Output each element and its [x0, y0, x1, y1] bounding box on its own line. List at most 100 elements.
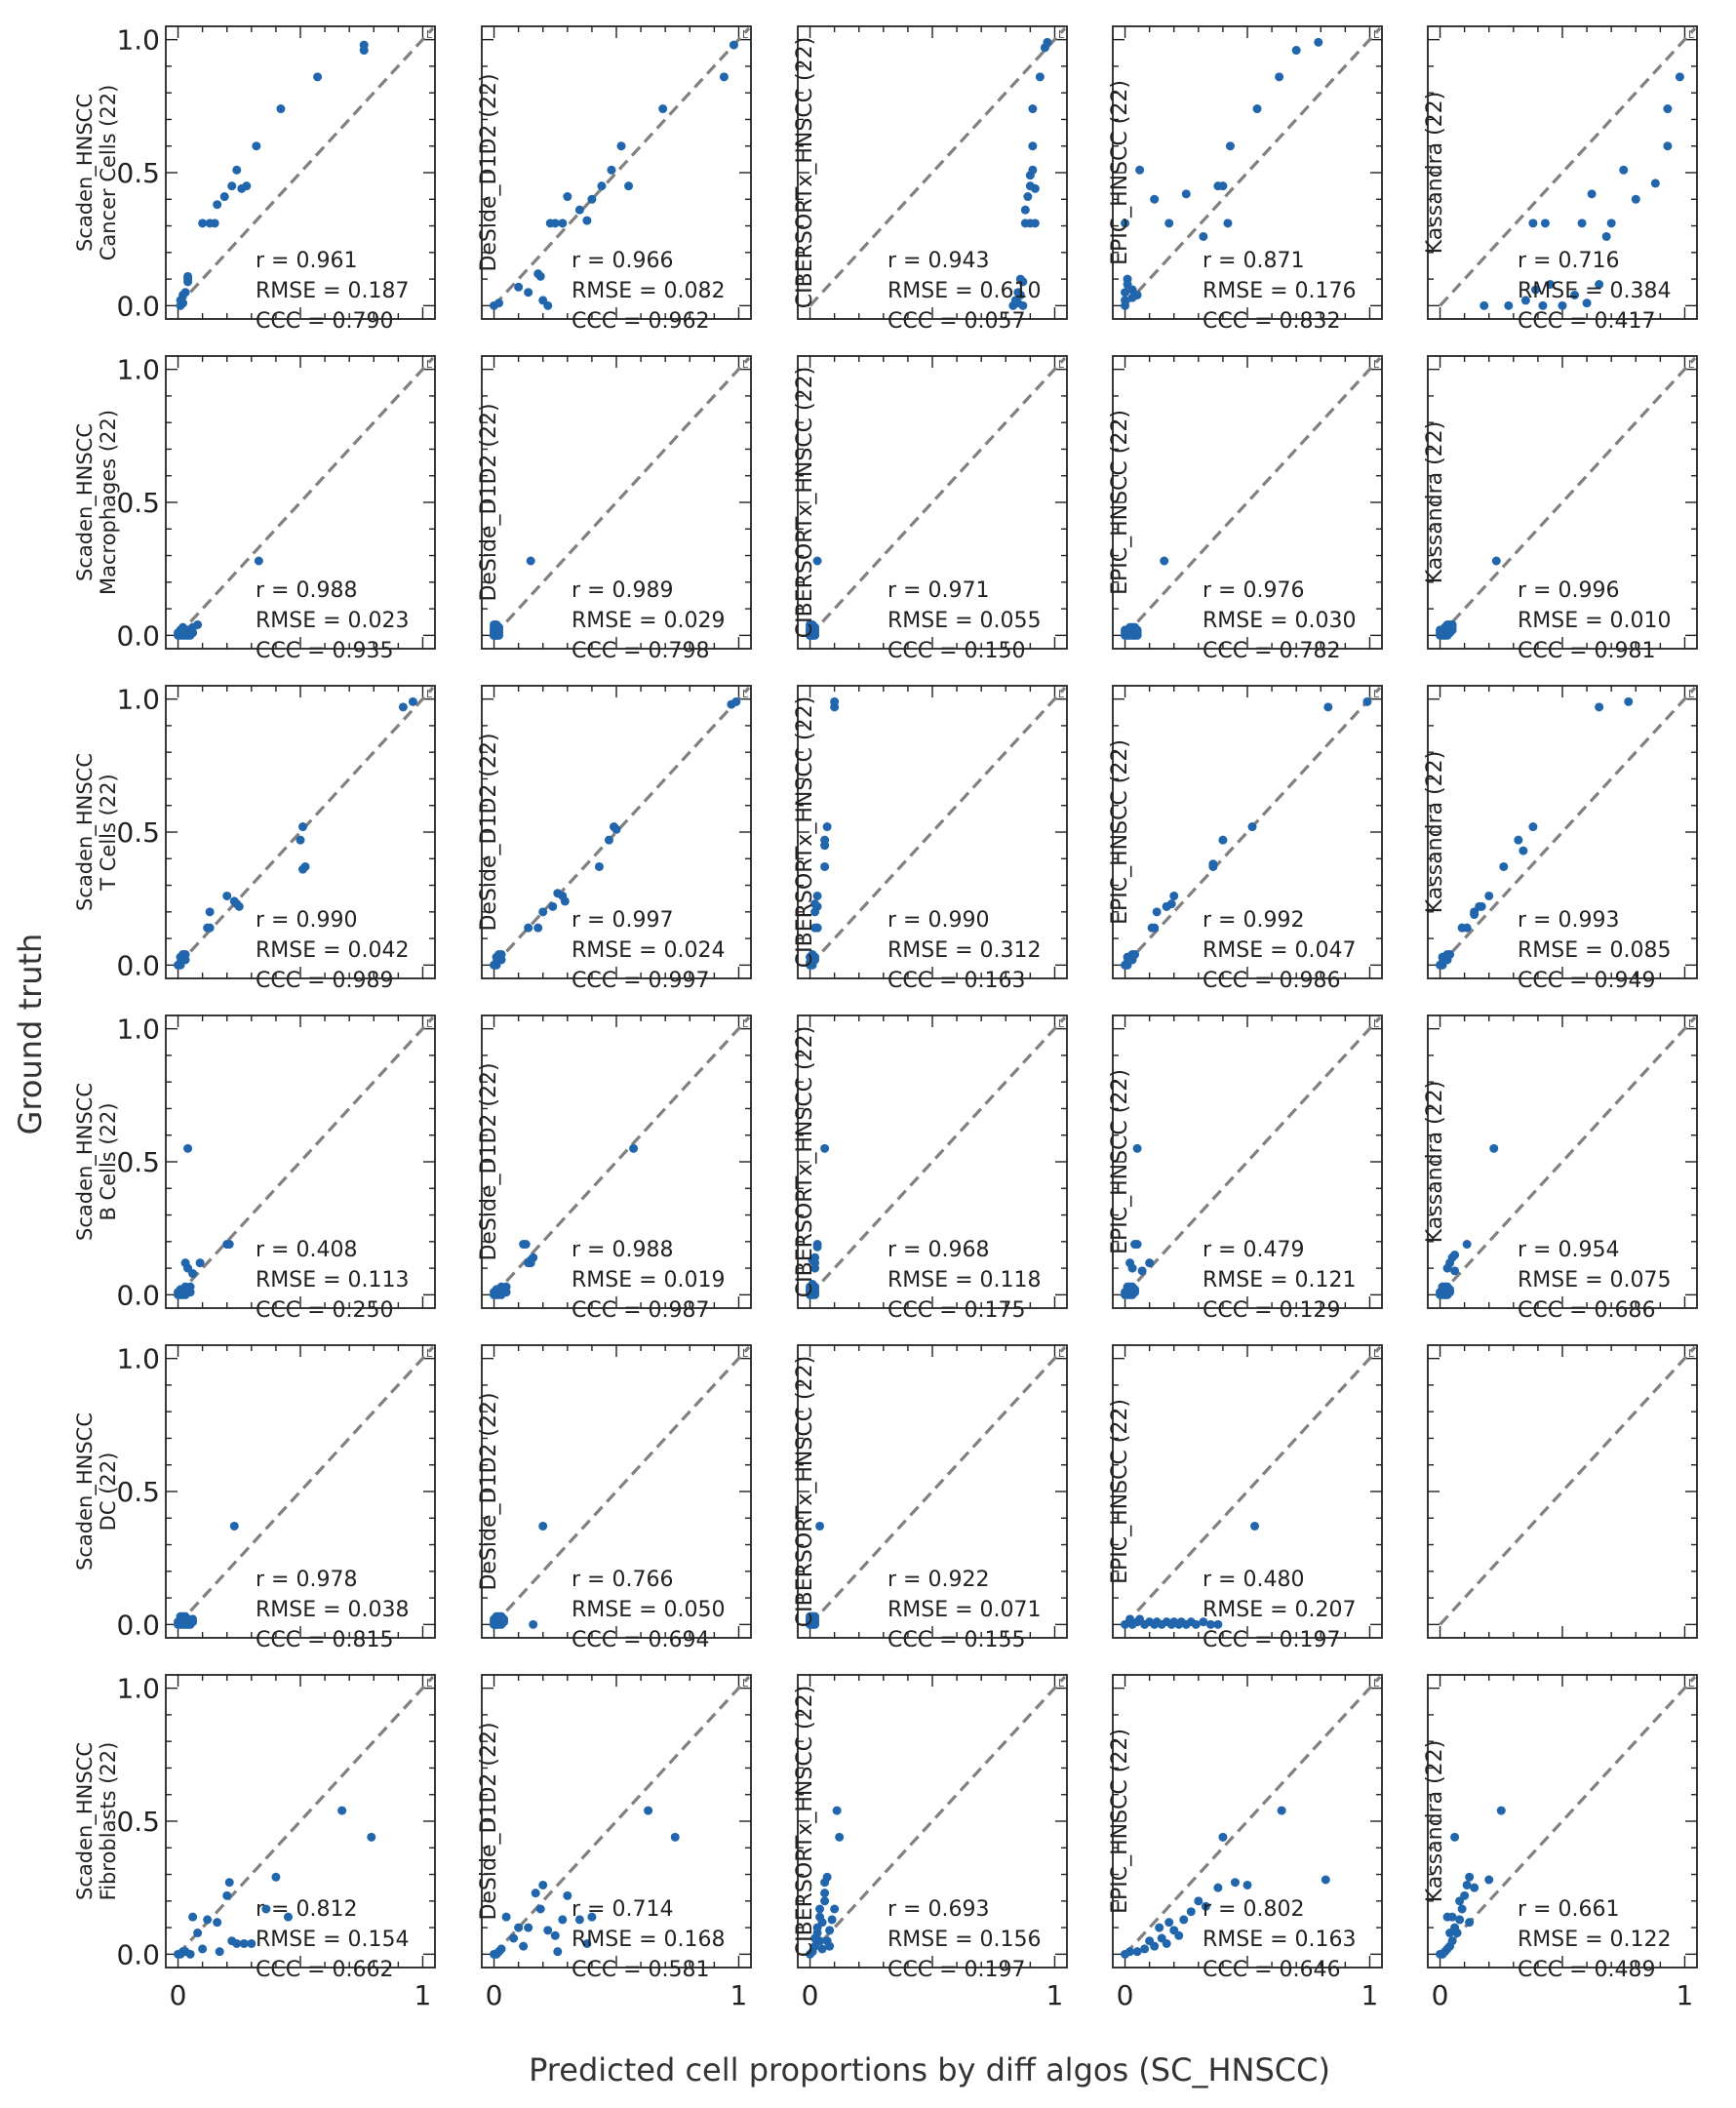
panel-frame: [165, 685, 436, 979]
stat-rmse: RMSE = 0.168: [572, 1928, 726, 1952]
stat-rmse: RMSE = 0.085: [1518, 938, 1672, 963]
y-tick-label: 1.0: [116, 354, 160, 386]
stat-ccc: CCC = 0.815: [256, 1628, 394, 1652]
data-point: [531, 1889, 540, 1898]
data-point: [1127, 622, 1137, 632]
stat-ccc: CCC = 0.694: [572, 1628, 710, 1652]
x-tick-label: 1: [730, 1979, 748, 2011]
row-label-line: Scaden_HNSCC: [73, 94, 98, 252]
data-point: [1460, 1890, 1470, 1900]
stat-r: r = 0.714: [572, 1897, 673, 1922]
panel-r5-c1: Lr = 0.978 RMSE = 0.038 CCC = 0.815 0.0 0.5 1…: [73, 1343, 436, 1652]
stat-rmse: RMSE = 0.163: [1203, 1928, 1357, 1952]
data-point: [1452, 1929, 1462, 1938]
data-point: [1465, 1872, 1475, 1882]
corner-mark: L: [1688, 1677, 1695, 1690]
column-label: DeSide_D1D2 (22): [477, 1062, 501, 1260]
stat-ccc: CCC = 0.798: [572, 639, 710, 663]
panel-frame: [797, 685, 1068, 979]
stat-r: r = 0.480: [1203, 1568, 1304, 1592]
data-point: [812, 891, 822, 900]
data-point: [582, 1938, 592, 1948]
data-point: [1020, 205, 1030, 215]
data-point: [1150, 923, 1160, 933]
row-label: Scaden_HNSCCB Cells (22): [73, 1083, 120, 1241]
stat-rmse: RMSE = 0.029: [572, 609, 726, 633]
data-point: [830, 1904, 840, 1914]
panel-r3-c4: Lr = 0.992 RMSE = 0.047 CCC = 0.986 EPIC_HN…: [1108, 685, 1383, 993]
row-label-line: Cancer Cells (22): [97, 85, 120, 261]
stat-r: r = 0.802: [1203, 1897, 1304, 1922]
stat-rmse: RMSE = 0.122: [1518, 1928, 1672, 1952]
x-tick-label: 0: [802, 1979, 819, 2011]
data-point: [806, 1619, 815, 1629]
corner-mark: L: [1058, 28, 1065, 41]
data-point: [1504, 300, 1514, 310]
data-point: [359, 46, 369, 56]
row-label-line: Fibroblasts (22): [97, 1742, 120, 1901]
data-point: [1160, 556, 1169, 566]
data-point: [1181, 189, 1191, 199]
stat-rmse: RMSE = 0.019: [572, 1268, 726, 1293]
row-label-line: Scaden_HNSCC: [73, 753, 98, 911]
data-point: [524, 288, 533, 298]
stat-r: r = 0.716: [1518, 249, 1619, 273]
data-point: [1663, 104, 1673, 114]
data-point: [188, 1912, 198, 1922]
data-point: [1018, 300, 1028, 310]
stat-r: r = 0.943: [888, 249, 989, 273]
panel-frame: [797, 1014, 1068, 1309]
data-point: [820, 1143, 830, 1153]
data-point: [1631, 194, 1640, 204]
corner-mark: L: [1058, 688, 1065, 700]
panel-r2-c3: Lr = 0.971 RMSE = 0.055 CCC = 0.150 CIBERSO…: [793, 355, 1068, 663]
data-point: [188, 1269, 198, 1279]
stat-ccc: CCC = 0.150: [888, 639, 1026, 663]
data-point: [298, 864, 308, 874]
data-point: [1538, 300, 1548, 310]
stat-rmse: RMSE = 0.050: [572, 1598, 726, 1622]
column-label: EPIC_HNSCC (22): [1108, 1069, 1132, 1254]
data-point: [538, 907, 548, 917]
data-point: [1436, 625, 1445, 635]
data-point: [283, 1912, 293, 1922]
data-point: [398, 702, 408, 712]
y-tick-label: 0.5: [116, 157, 160, 189]
data-point: [543, 300, 553, 310]
stat-ccc: CCC = 0.417: [1518, 309, 1656, 334]
panel-frame: [165, 355, 436, 650]
data-point: [820, 861, 830, 871]
panel-frame: [1427, 25, 1698, 320]
column-label: DeSide_D1D2 (22): [477, 403, 501, 601]
stat-ccc: CCC = 0.981: [1518, 639, 1656, 663]
data-point: [1223, 219, 1233, 228]
y-tick-label: 0.5: [116, 816, 160, 849]
data-point: [1514, 835, 1523, 845]
data-point: [1135, 1614, 1145, 1624]
y-tick-label: 1.0: [116, 1673, 160, 1705]
data-point: [1314, 37, 1323, 47]
stat-ccc: CCC = 0.489: [1518, 1958, 1656, 1982]
data-point: [616, 141, 626, 151]
data-point: [490, 1288, 499, 1297]
x-tick-label: 0: [1432, 1979, 1449, 2011]
data-point: [1213, 1883, 1223, 1892]
stat-r: r = 0.661: [1518, 1897, 1619, 1922]
panel-frame: [165, 1014, 436, 1309]
data-point: [408, 696, 417, 706]
data-point: [219, 192, 229, 202]
column-label: CIBERSORTx_HNSCC (22): [793, 367, 817, 638]
stat-r: r = 0.988: [256, 578, 357, 603]
panel-r5-c3: Lr = 0.922 RMSE = 0.071 CCC = 0.155 CIBERSO…: [793, 1344, 1068, 1652]
column-label: Kassandra (22): [1423, 751, 1447, 914]
data-point: [1140, 1944, 1150, 1954]
stat-r: r = 0.996: [1518, 578, 1619, 603]
data-point: [1194, 1896, 1203, 1906]
corner-mark: L: [742, 688, 749, 700]
column-label: DeSide_D1D2 (22): [477, 1392, 501, 1590]
diagonal-reference-line: [809, 686, 1067, 967]
data-point: [514, 282, 524, 292]
stat-r: r = 0.966: [572, 249, 673, 273]
panel-r5-c2: Lr = 0.766 RMSE = 0.050 CCC = 0.694 DeSide_…: [477, 1344, 752, 1652]
panel-frame: [1427, 1344, 1698, 1639]
